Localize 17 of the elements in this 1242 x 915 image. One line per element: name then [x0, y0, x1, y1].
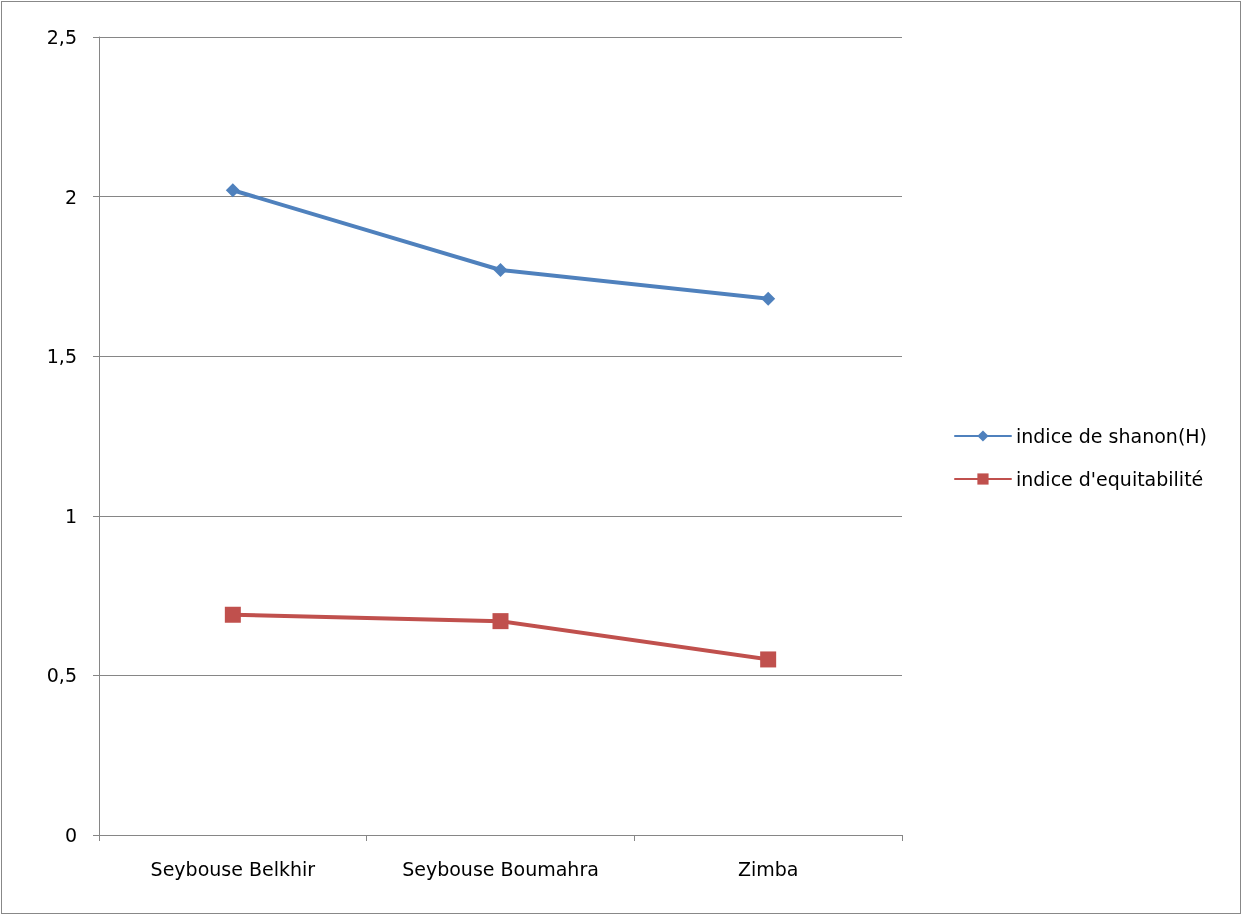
- point: [761, 291, 776, 306]
- x-tick-label: Zimba: [737, 857, 799, 880]
- y-tick-label: 1: [64, 504, 77, 527]
- point: [224, 606, 241, 623]
- point: [493, 263, 508, 278]
- legend-label: indice de shanon(H): [1015, 425, 1207, 447]
- y-tick-label: 1,5: [46, 345, 77, 368]
- point: [760, 651, 777, 668]
- x-tick-label: Seybouse Boumahra: [402, 857, 599, 880]
- y-tick-label: 0: [64, 824, 77, 846]
- point: [492, 613, 509, 630]
- y-tick-label: 2: [64, 185, 77, 208]
- y-tick-label: 2,5: [46, 26, 77, 48]
- x-tick-label: Seybouse Belkhir: [150, 857, 316, 880]
- legend-label: indice d'equitabilité: [1015, 468, 1204, 490]
- y-tick-label: 0,5: [46, 664, 77, 687]
- point: [225, 183, 240, 198]
